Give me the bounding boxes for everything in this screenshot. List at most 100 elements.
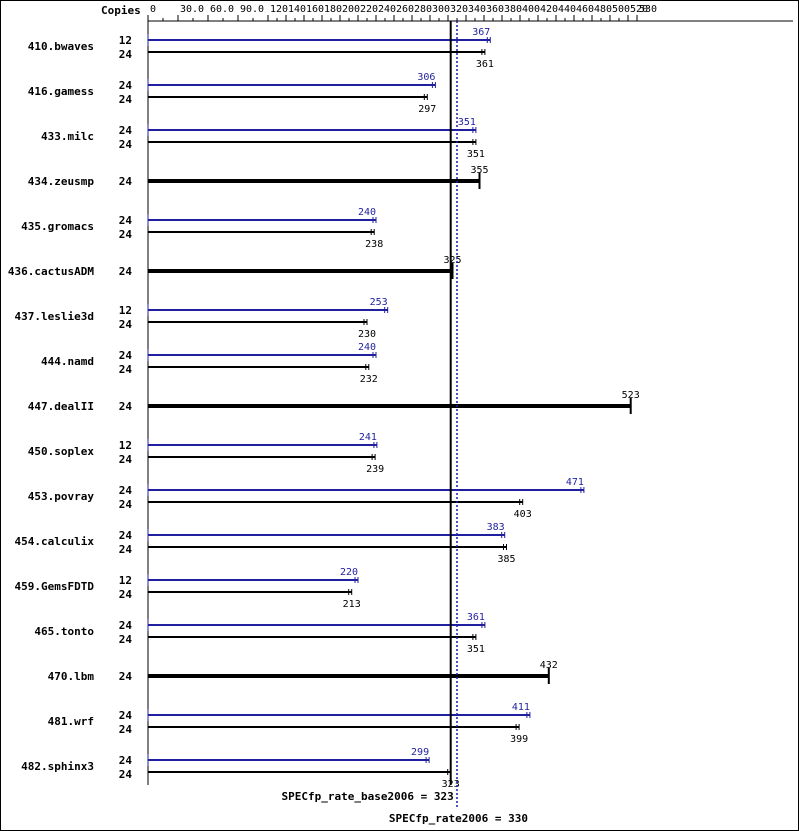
peak-copies-label: 24 bbox=[119, 529, 133, 542]
base-value-label: 403 bbox=[514, 509, 532, 520]
x-tick-label: 220 bbox=[360, 4, 378, 15]
base-copies-label: 24 bbox=[119, 588, 133, 601]
x-tick-label: 200 bbox=[342, 4, 360, 15]
benchmark-label: 434.zeusmp bbox=[28, 175, 95, 188]
peak-value-label: 351 bbox=[458, 117, 476, 128]
peak-value-label: 471 bbox=[566, 477, 584, 488]
peak-value-label: 411 bbox=[512, 702, 530, 713]
x-tick-label: 90.0 bbox=[240, 4, 264, 15]
copies-header: Copies bbox=[101, 4, 141, 17]
x-tick-label: 360 bbox=[486, 4, 504, 15]
base-copies-label: 24 bbox=[119, 633, 133, 646]
base-copies-label: 24 bbox=[119, 498, 133, 511]
base-value-label: 385 bbox=[497, 554, 515, 565]
benchmark-label: 436.cactusADM bbox=[8, 265, 94, 278]
base-copies-label: 24 bbox=[119, 175, 133, 188]
base-value-label: 239 bbox=[366, 464, 384, 475]
x-tick-label: 320 bbox=[450, 4, 468, 15]
peak-value-label: 367 bbox=[472, 27, 490, 38]
x-tick-label: 480 bbox=[594, 4, 612, 15]
base-value-label: 325 bbox=[443, 255, 461, 266]
peak-copies-label: 24 bbox=[119, 484, 133, 497]
benchmark-label: 453.povray bbox=[28, 490, 95, 503]
peak-copies-label: 24 bbox=[119, 124, 133, 137]
peak-copies-label: 12 bbox=[119, 34, 132, 47]
peak-value-label: 240 bbox=[358, 207, 376, 218]
peak-value-label: 361 bbox=[467, 612, 485, 623]
peak-value-label: 241 bbox=[359, 432, 377, 443]
base-value-label: 232 bbox=[360, 374, 378, 385]
base-copies-label: 24 bbox=[119, 400, 133, 413]
x-tick-label: 530 bbox=[639, 4, 657, 15]
base-copies-label: 24 bbox=[119, 363, 133, 376]
peak-value-label: 299 bbox=[411, 747, 429, 758]
base-value-label: 399 bbox=[510, 734, 528, 745]
x-tick-label: 440 bbox=[558, 4, 576, 15]
benchmark-label: 459.GemsFDTD bbox=[15, 580, 95, 593]
peak-metric-label: SPECfp_rate2006 = 330 bbox=[389, 812, 528, 825]
peak-value-label: 240 bbox=[358, 342, 376, 353]
benchmark-label: 410.bwaves bbox=[28, 40, 94, 53]
peak-copies-label: 24 bbox=[119, 214, 133, 227]
benchmark-label: 435.gromacs bbox=[21, 220, 94, 233]
base-copies-label: 24 bbox=[119, 723, 133, 736]
benchmark-label: 481.wrf bbox=[48, 715, 94, 728]
peak-copies-label: 24 bbox=[119, 709, 133, 722]
benchmark-label: 433.milc bbox=[41, 130, 94, 143]
x-tick-label: 460 bbox=[576, 4, 594, 15]
base-value-label: 238 bbox=[365, 239, 383, 250]
peak-copies-label: 24 bbox=[119, 754, 133, 767]
x-tick-label: 30.0 bbox=[180, 4, 204, 15]
peak-copies-label: 12 bbox=[119, 439, 132, 452]
benchmark-label: 447.dealII bbox=[28, 400, 94, 413]
base-copies-label: 24 bbox=[119, 670, 133, 683]
base-copies-label: 24 bbox=[119, 228, 133, 241]
benchmark-label: 470.lbm bbox=[48, 670, 95, 683]
benchmark-label: 450.soplex bbox=[28, 445, 95, 458]
benchmark-label: 416.gamess bbox=[28, 85, 94, 98]
x-tick-label: 0 bbox=[150, 4, 156, 15]
x-tick-label: 60.0 bbox=[210, 4, 234, 15]
x-tick-label: 180 bbox=[324, 4, 342, 15]
benchmark-label: 437.leslie3d bbox=[15, 310, 94, 323]
benchmark-label: 454.calculix bbox=[15, 535, 95, 548]
x-tick-label: 340 bbox=[468, 4, 486, 15]
peak-value-label: 220 bbox=[340, 567, 358, 578]
peak-copies-label: 12 bbox=[119, 304, 132, 317]
base-copies-label: 24 bbox=[119, 768, 133, 781]
base-copies-label: 24 bbox=[119, 138, 133, 151]
peak-value-label: 383 bbox=[487, 522, 505, 533]
x-tick-label: 140 bbox=[288, 4, 306, 15]
base-value-label: 351 bbox=[467, 149, 485, 160]
benchmark-label: 465.tonto bbox=[34, 625, 94, 638]
peak-copies-label: 12 bbox=[119, 574, 132, 587]
base-value-label: 432 bbox=[540, 660, 558, 671]
benchmark-label: 482.sphinx3 bbox=[21, 760, 94, 773]
x-tick-label: 420 bbox=[540, 4, 558, 15]
base-copies-label: 24 bbox=[119, 93, 133, 106]
x-tick-label: 520 bbox=[630, 4, 648, 15]
base-value-label: 230 bbox=[358, 329, 376, 340]
x-tick-label: 240 bbox=[378, 4, 396, 15]
peak-copies-label: 24 bbox=[119, 619, 133, 632]
base-copies-label: 24 bbox=[119, 543, 133, 556]
base-copies-label: 24 bbox=[119, 48, 133, 61]
x-tick-label: 280 bbox=[414, 4, 432, 15]
x-tick-label: 120 bbox=[270, 4, 288, 15]
base-value-label: 213 bbox=[343, 599, 361, 610]
base-metric-label: SPECfp_rate_base2006 = 323 bbox=[282, 790, 454, 803]
base-value-label: 523 bbox=[622, 390, 640, 401]
base-value-label: 355 bbox=[470, 165, 488, 176]
x-tick-label: 260 bbox=[396, 4, 414, 15]
base-value-label: 351 bbox=[467, 644, 485, 655]
peak-value-label: 253 bbox=[370, 297, 388, 308]
x-tick-label: 380 bbox=[504, 4, 522, 15]
base-copies-label: 24 bbox=[119, 265, 133, 278]
base-copies-label: 24 bbox=[119, 318, 133, 331]
x-tick-label: 500 bbox=[612, 4, 630, 15]
peak-copies-label: 24 bbox=[119, 79, 133, 92]
x-tick-label: 400 bbox=[522, 4, 540, 15]
benchmark-label: 444.namd bbox=[41, 355, 94, 368]
